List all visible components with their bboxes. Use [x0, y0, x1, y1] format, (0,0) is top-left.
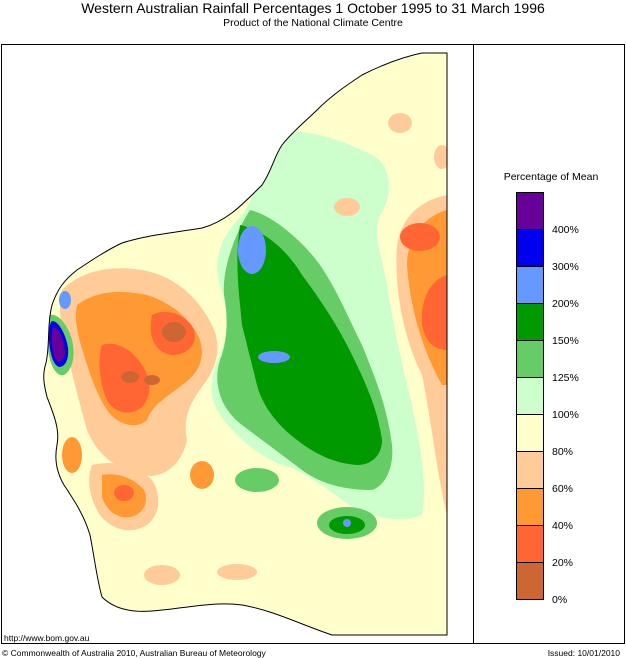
legend-swatch [516, 192, 544, 229]
state-outline [43, 52, 448, 636]
legend-swatch [516, 414, 544, 451]
legend-tick-label: 150% [552, 335, 579, 347]
legend-divider [473, 44, 474, 644]
legend-swatch [516, 340, 544, 377]
zone-20-40-sw [114, 485, 134, 501]
zone-125-150-south [235, 468, 279, 492]
copyright-notice: © Commonwealth of Australia 2010, Austra… [2, 648, 266, 658]
legend-swatch [516, 488, 544, 525]
legend-tick-label: 20% [552, 557, 574, 569]
rainfall-map [43, 52, 448, 636]
source-url[interactable]: http://www.bom.gov.au [4, 633, 90, 643]
legend-tick-label: 60% [552, 483, 574, 495]
zone-200-300-central [258, 351, 290, 363]
zone-60-80-south-coast-b [217, 564, 257, 580]
zone-60-80-south-coast [144, 565, 180, 585]
legend-tick-label: 100% [552, 409, 579, 421]
legend-swatch [516, 451, 544, 488]
legend-swatches [516, 192, 544, 600]
legend-title: Percentage of Mean [503, 171, 599, 183]
rainfall-zones [43, 53, 447, 635]
zone-0-20-west [162, 322, 186, 342]
legend-swatch [516, 525, 544, 562]
legend-tick-label: 80% [552, 446, 574, 458]
zone-60-80-kimberley [334, 198, 360, 216]
legend-swatch [516, 229, 544, 266]
zone-200-300-north [238, 226, 266, 274]
map-title: Western Australian Rainfall Percentages … [81, 0, 545, 16]
legend-swatch [516, 562, 544, 600]
zone-400-plus-shark-bay [52, 327, 65, 362]
legend-tick-label: 300% [552, 261, 579, 273]
zone-150-200 [237, 225, 382, 465]
zone-40-60-inland [190, 461, 214, 489]
zone-0-20-west-b [121, 371, 139, 383]
legend-swatch [516, 377, 544, 414]
issued-date: Issued: 10/01/2010 [547, 648, 620, 658]
zone-60-80-kimberley-e [434, 145, 447, 169]
legend-tick-label: 0% [552, 594, 568, 606]
zone-20-40-east [421, 275, 447, 350]
zone-200-300-coast [59, 291, 71, 309]
zone-0-20-west-c [144, 375, 160, 385]
legend-tick-label: 40% [552, 520, 574, 532]
map-subtitle: Product of the National Climate Centre [223, 17, 403, 29]
zone-60-80-kimberley-n [388, 113, 412, 133]
zone-20-40-east-north [400, 223, 440, 251]
zone-40-60-coast [62, 437, 82, 473]
legend-tick-label: 125% [552, 372, 579, 384]
legend-swatch [516, 303, 544, 340]
zone-200-300-se [343, 519, 351, 527]
map-frame [1, 44, 625, 644]
legend-swatch [516, 266, 544, 303]
zone-100-125-kimberley [336, 150, 368, 170]
legend-tick-label: 200% [552, 298, 579, 310]
legend-tick-label: 400% [552, 224, 579, 236]
